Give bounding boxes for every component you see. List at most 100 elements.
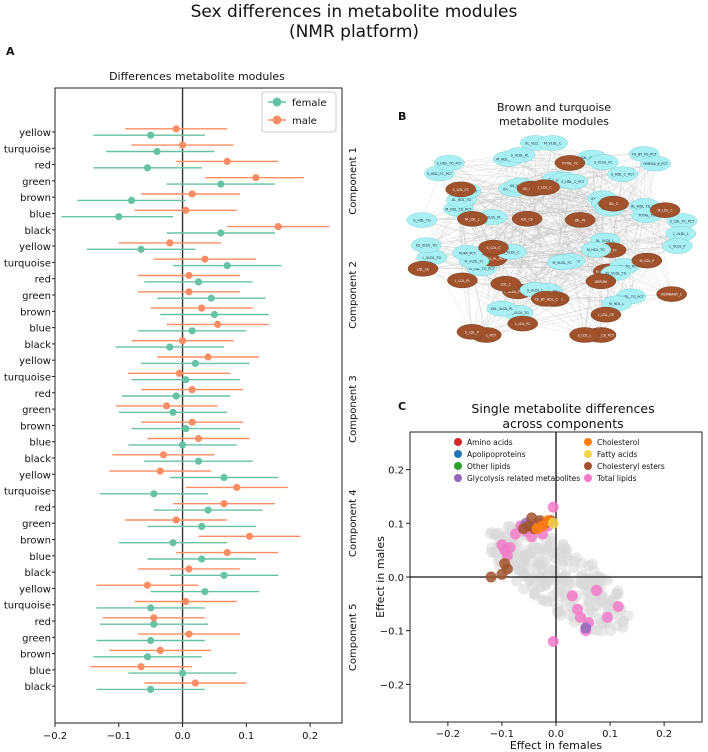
network-node: SERUM [585,273,617,290]
component-label: Component 2 [348,261,359,329]
legend-marker [584,462,592,470]
legend-label: Fatty acids [597,450,637,459]
panel-label-b: B [398,110,407,123]
legend-label: Cholesterol [597,438,639,447]
legend-marker [454,438,462,446]
row-label: brown [20,193,51,204]
network-edge [462,280,473,332]
row-label: blue [29,666,51,677]
background-point [537,545,549,557]
network-edge [460,189,548,292]
scatter-point [574,611,586,623]
forest-plot-frame [54,87,343,724]
network-node-label: L_VLDL_FC_PCT [504,290,531,294]
network-nodes: S_LDL_FC_PCTM_LDL_TG_PCTTG_BY_PGS_HDL_TG… [406,135,698,343]
network-node-label: M_LDL_C [658,209,674,213]
network-edge [535,142,602,282]
network-node: M_LDL_P [631,252,663,269]
scatter-chart: Single metabolite differences across com… [374,401,703,752]
network-node-shape [554,155,586,171]
network-edge [472,218,678,247]
network-node-label: PUFA_PCT [459,251,477,255]
network-node-shape [445,181,476,198]
y-tick-label: −0.1 [380,627,404,638]
female-point [194,457,203,465]
male-point [220,500,228,508]
x-tick-label: 0.1 [602,729,618,740]
female-point [210,310,219,319]
x-tick-label: −0.1 [107,731,131,742]
background-point [537,556,549,568]
scatter-point [501,563,513,575]
network-node-shape [452,245,483,261]
network-node-label: IDL_FC [605,249,617,253]
female-point [169,539,177,547]
network-edge [604,163,656,241]
female-point [127,196,136,204]
network-node-shape [564,212,596,228]
network-edge [431,257,473,332]
forest-legend: female male [261,91,337,133]
male-point [156,646,164,655]
row-label: red [35,503,51,514]
row-label: blue [29,324,51,335]
row-label: brown [20,307,51,318]
male-point [233,483,241,491]
network-edge [546,181,574,299]
network-node-shape [530,291,562,307]
network-node-label: XL_VLDL_L [596,239,614,243]
network-node-label: XL_VLDL_TG [605,271,626,275]
network-node: CE_BY_HDL_C [530,291,562,307]
network-node-label: XXL_VLDL_PL [491,307,514,311]
network-edge [511,219,581,252]
background-point [589,599,601,611]
male-point [156,467,164,475]
background-point [526,546,538,558]
scatter-x-label: Effect in females [510,739,603,752]
network-node: S_VLDL_FC [588,154,619,170]
network-node-shape [585,273,617,290]
scatter-axes: −0.2 −0.1 0.0 0.1 0.2 0.2 0.1 0.0 −0.1 −0.2 [380,432,702,740]
network-node: S_HDL_TG_PCT [433,155,465,171]
male-point [185,565,193,573]
male-point [163,402,171,410]
y-tick-label: 0.0 [388,573,404,584]
network-node-label: S_HDL_TG_PCT [436,161,462,165]
female-point [182,425,190,433]
female-point [220,571,228,579]
network-node: L_LDL_CE [590,306,622,323]
female-point [143,164,152,172]
female-point [150,490,158,498]
row-label: brown [20,536,51,547]
network-node-label: IDL_CE [521,217,533,221]
network-node: M_LDL_C [649,202,681,218]
network-edge [622,174,672,295]
male-point [182,597,190,606]
network-edge [544,187,647,261]
male-point [178,141,187,149]
background-point [552,546,564,558]
network-edge [511,198,603,252]
female-point [137,245,145,253]
scatter-title-line2: across components [502,416,623,431]
scatter-point [601,611,613,623]
female-point [191,359,199,367]
row-label: black [24,454,51,465]
background-point [523,574,535,586]
network-node-shape [607,166,638,182]
legend-male-label: male [292,116,317,127]
network-node: S_LDL_L [569,327,600,343]
row-label: turquoise [4,601,51,612]
female-point [198,555,206,563]
row-label: black [24,226,51,237]
row-label: green [22,291,51,302]
forest-plot-title: Differences metabolite modules [109,70,285,83]
network-node-shape [511,211,543,227]
network-node-shape [411,237,442,253]
network-node-shape [433,155,465,171]
network-title-line1: Brown and turquoise [497,101,611,114]
female-point [204,506,212,514]
legend-male-marker [272,115,282,125]
background-point [564,609,576,621]
male-point [182,206,190,214]
